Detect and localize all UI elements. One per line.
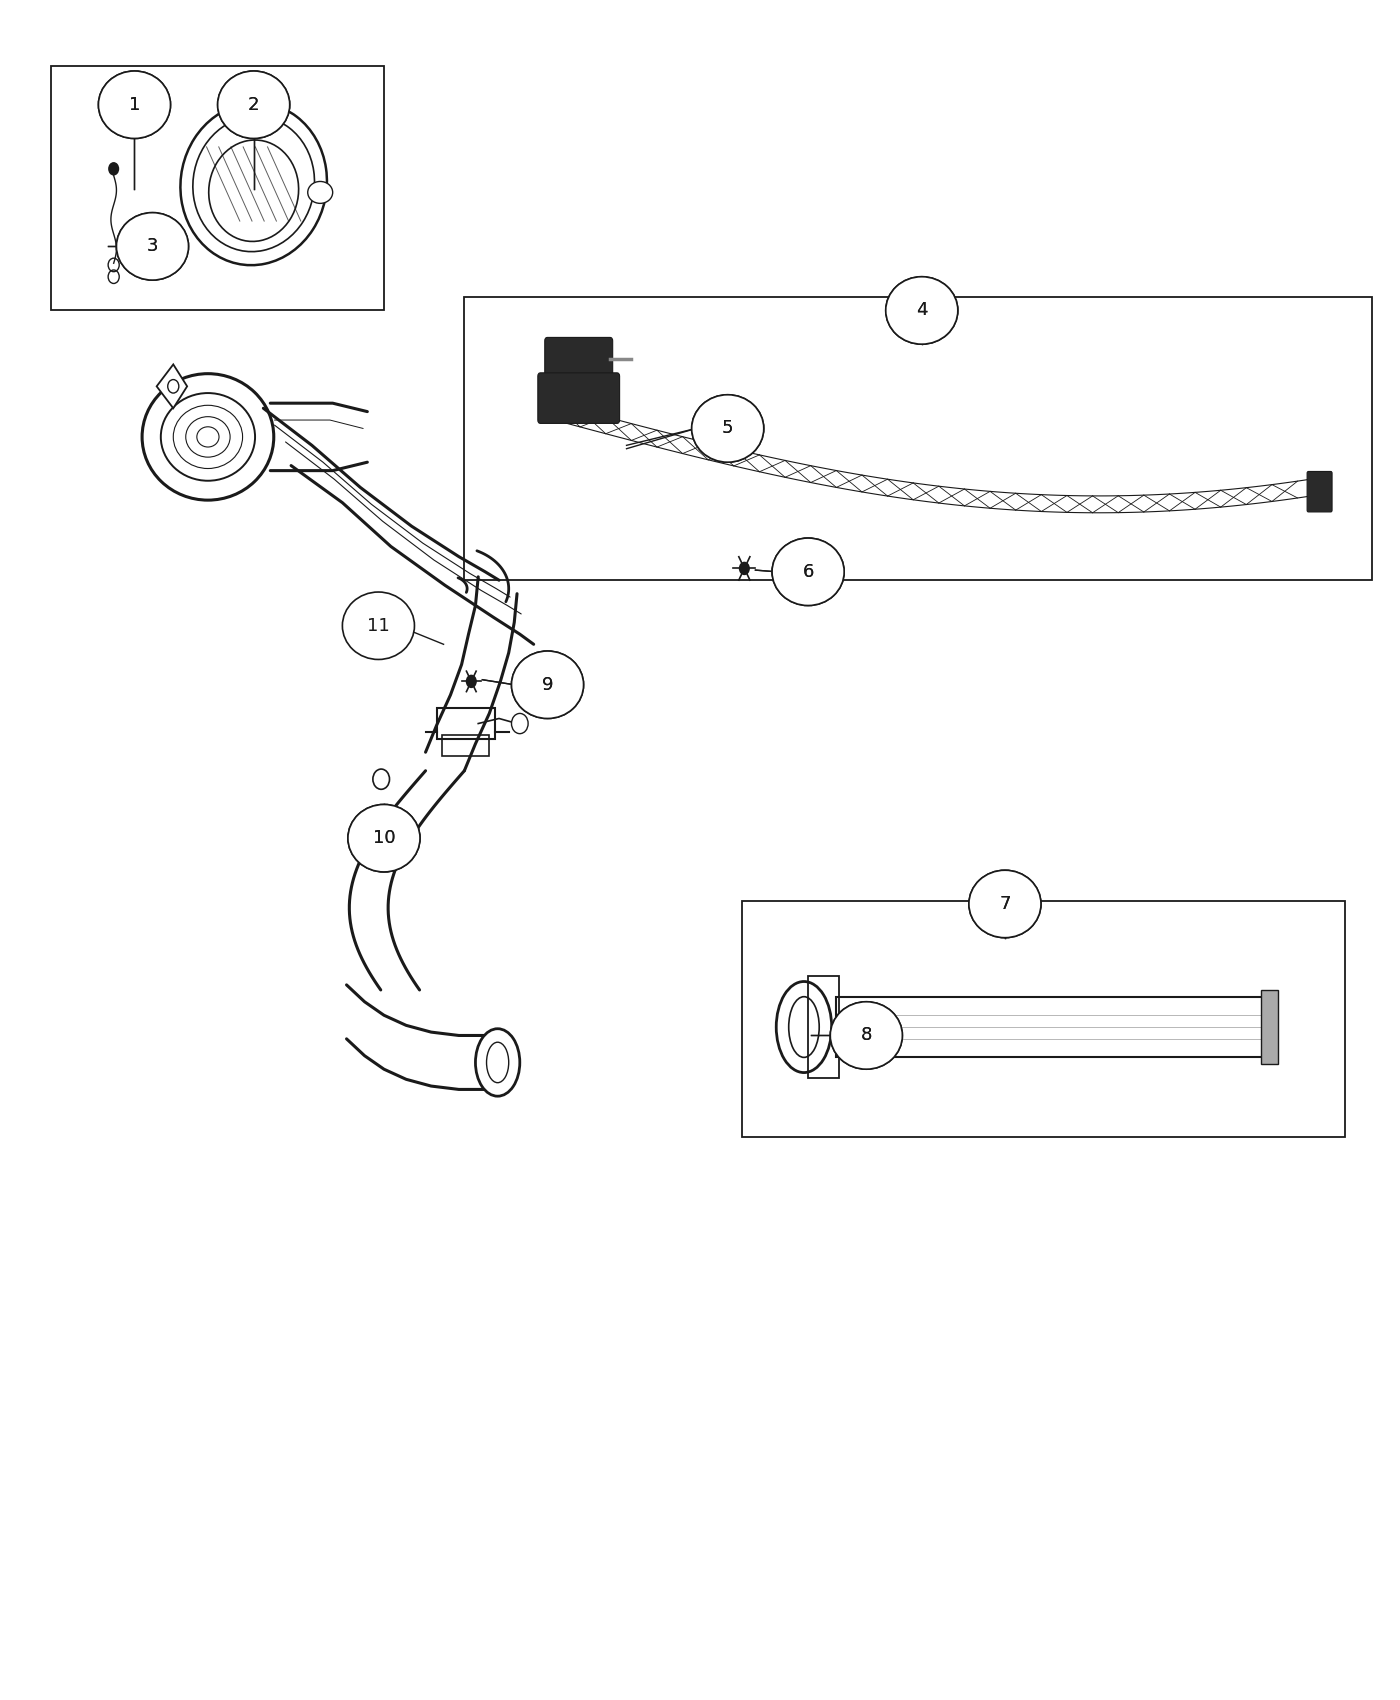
FancyBboxPatch shape (1308, 471, 1331, 512)
Ellipse shape (217, 71, 290, 138)
Bar (836, 996, 1266, 1057)
Ellipse shape (141, 374, 274, 500)
Text: 8: 8 (861, 1027, 872, 1044)
Ellipse shape (181, 102, 328, 265)
Ellipse shape (193, 116, 315, 252)
Text: 1: 1 (129, 95, 140, 114)
Ellipse shape (174, 405, 242, 469)
Ellipse shape (308, 182, 333, 204)
Bar (465, 298, 1372, 580)
Bar (52, 66, 384, 311)
Text: 8: 8 (861, 1027, 872, 1044)
Circle shape (108, 162, 119, 175)
Ellipse shape (197, 427, 218, 447)
Ellipse shape (886, 277, 958, 343)
Ellipse shape (349, 804, 420, 872)
Ellipse shape (771, 539, 844, 605)
Text: 6: 6 (802, 563, 813, 581)
FancyBboxPatch shape (538, 372, 620, 423)
Text: 10: 10 (372, 830, 395, 847)
Ellipse shape (511, 651, 584, 719)
Text: 6: 6 (802, 563, 813, 581)
Text: 3: 3 (147, 238, 158, 255)
Circle shape (168, 379, 179, 393)
Text: 7: 7 (1000, 894, 1011, 913)
Text: 9: 9 (542, 677, 553, 694)
Circle shape (466, 675, 477, 688)
Ellipse shape (116, 212, 189, 280)
Bar (437, 709, 494, 740)
Text: 4: 4 (916, 301, 928, 320)
Text: 5: 5 (722, 420, 734, 437)
Ellipse shape (771, 539, 844, 605)
Ellipse shape (217, 71, 290, 138)
Text: 11: 11 (367, 617, 389, 634)
Ellipse shape (343, 592, 414, 660)
Polygon shape (157, 364, 188, 408)
Text: 5: 5 (722, 420, 734, 437)
Circle shape (739, 561, 750, 575)
Ellipse shape (886, 277, 958, 343)
Ellipse shape (969, 870, 1042, 938)
Text: 3: 3 (147, 238, 158, 255)
Ellipse shape (476, 1028, 519, 1096)
Bar (742, 901, 1344, 1137)
Ellipse shape (98, 71, 171, 138)
Ellipse shape (969, 870, 1042, 938)
Text: 4: 4 (916, 301, 928, 320)
Ellipse shape (116, 212, 189, 280)
Ellipse shape (349, 804, 420, 872)
Ellipse shape (98, 71, 171, 138)
Circle shape (511, 714, 528, 734)
Ellipse shape (788, 996, 819, 1057)
FancyBboxPatch shape (545, 337, 613, 381)
Ellipse shape (487, 1042, 508, 1083)
Bar (442, 736, 490, 755)
Ellipse shape (161, 393, 255, 481)
Text: 9: 9 (542, 677, 553, 694)
Ellipse shape (186, 416, 230, 457)
Text: 7: 7 (1000, 894, 1011, 913)
Text: 2: 2 (248, 95, 259, 114)
Text: 2: 2 (248, 95, 259, 114)
Ellipse shape (692, 394, 764, 462)
Ellipse shape (511, 651, 584, 719)
Ellipse shape (692, 394, 764, 462)
Ellipse shape (776, 981, 832, 1073)
Text: 10: 10 (372, 830, 395, 847)
Text: 1: 1 (129, 95, 140, 114)
Bar (808, 976, 839, 1078)
Bar (1261, 989, 1278, 1064)
Ellipse shape (830, 1001, 903, 1069)
Circle shape (372, 768, 389, 789)
Ellipse shape (209, 139, 298, 241)
Ellipse shape (830, 1001, 903, 1069)
